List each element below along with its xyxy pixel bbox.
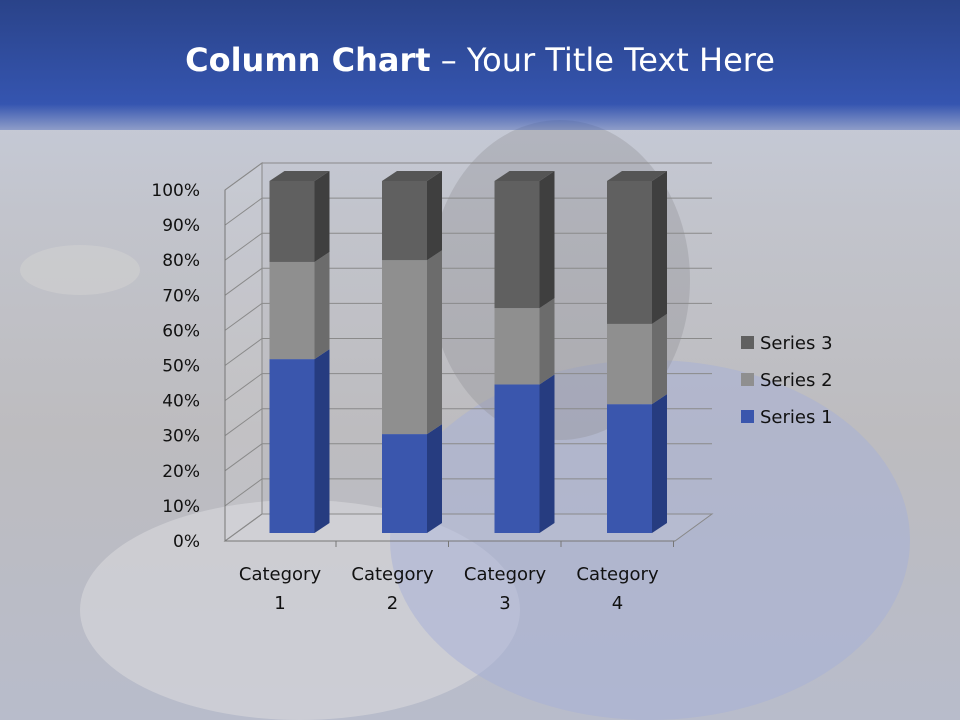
title-rest: – Your Title Text Here [430, 41, 775, 79]
bar-segment-side [652, 394, 667, 533]
photo-shape [20, 245, 140, 295]
bar-segment [382, 260, 427, 435]
bar-segment [607, 323, 652, 405]
bar-segment-side [314, 171, 330, 262]
legend-label: Series 1 [760, 407, 833, 428]
y-tick-label: 0% [173, 532, 200, 552]
gridline [224, 478, 712, 507]
y-tick-label: 70% [162, 286, 200, 306]
y-tick-label: 60% [162, 321, 200, 341]
gridline [224, 232, 712, 261]
bar-segment [607, 181, 652, 324]
y-tick-label: 10% [162, 497, 200, 517]
title-bold: Column Chart [185, 41, 431, 79]
bar-segment [269, 359, 315, 533]
bar-top [382, 171, 442, 181]
bar-segment-side [314, 349, 330, 533]
gridline [224, 197, 712, 226]
bar-segment [382, 181, 427, 261]
y-tick-label: 50% [162, 357, 200, 377]
gridline [224, 408, 712, 437]
bar-segment-side [427, 171, 442, 261]
x-tick-label: 1 [274, 593, 285, 614]
bar-segment [607, 404, 652, 533]
legend-label: Series 3 [760, 333, 833, 354]
gridline [224, 302, 712, 331]
bar-segment-side [427, 424, 442, 533]
legend-label: Series 2 [760, 370, 833, 391]
bar-segment [269, 261, 315, 360]
y-tick-label: 20% [162, 462, 200, 482]
bar-segment-side [539, 374, 555, 533]
bar-segment-side [539, 171, 555, 309]
x-tick-label: Category [351, 564, 434, 585]
gridline [224, 338, 712, 366]
gridline [224, 373, 712, 402]
y-tick-label: 80% [162, 251, 200, 271]
x-tick-label: Category [576, 564, 659, 585]
gridline [224, 267, 712, 296]
title-banner [0, 0, 960, 130]
bar-segment [382, 434, 427, 533]
bar-segment-side [652, 313, 667, 405]
bar-segment [494, 181, 540, 309]
x-tick-label: 2 [387, 593, 398, 614]
bar-top [607, 171, 667, 181]
bar-segment [494, 384, 540, 533]
x-tick-label: 4 [612, 593, 623, 614]
bar-segment-side [427, 250, 442, 435]
x-tick-label: Category [464, 564, 547, 585]
legend-swatch [741, 336, 754, 349]
bar-segment [494, 308, 540, 385]
legend-swatch [741, 410, 754, 423]
bar-top [494, 171, 555, 181]
bar-segment-side [652, 171, 667, 324]
bar-top [269, 171, 330, 181]
y-tick-label: 100% [151, 181, 200, 201]
x-tick-label: 3 [499, 593, 510, 614]
y-tick-label: 30% [162, 427, 200, 447]
bar-segment-side [314, 251, 330, 360]
x-tick-label: Category [239, 564, 322, 585]
bar-segment [269, 181, 315, 262]
y-tick-label: 40% [162, 392, 200, 412]
y-tick-label: 90% [162, 216, 200, 236]
gridline [224, 162, 712, 191]
gridline [224, 443, 712, 472]
bar-segment-side [539, 298, 555, 385]
legend-swatch [741, 373, 754, 386]
slide-title: Column Chart – Your Title Text Here [0, 40, 960, 80]
gridline [224, 513, 712, 542]
